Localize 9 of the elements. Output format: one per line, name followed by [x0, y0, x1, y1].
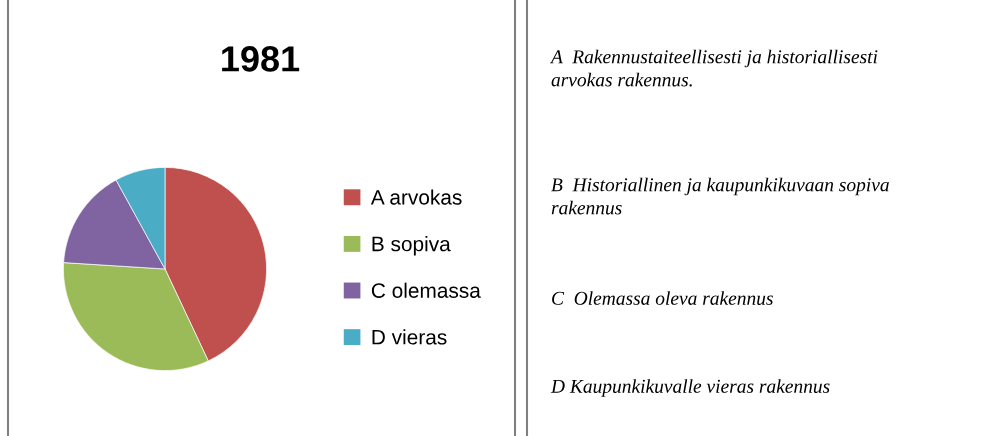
text: B Historiallinen ja kaupunkikuvaan sopiva rakennus [551, 177, 889, 215]
legend-label: D vieras [372, 329, 447, 345]
legend-label: A arvokas [370, 189, 462, 205]
legend-label: B sopiva [372, 236, 451, 256]
legend-label: C olemassa [371, 282, 481, 298]
text: A Rakennustaiteellisesti ja historiallisesti arvokas rakennus. [549, 49, 878, 87]
text: C Olemassa oleva rakennus [552, 291, 773, 305]
chart-title: 1981 [222, 46, 300, 72]
text: D Kaupunkikuvalle vieras rakennus [550, 379, 830, 397]
